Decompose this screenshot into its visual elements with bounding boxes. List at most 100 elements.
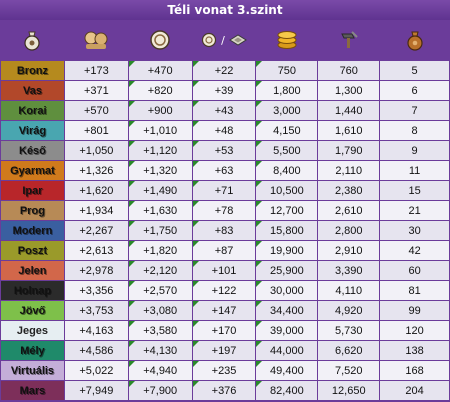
coins-icon: [277, 31, 297, 49]
value-cell: +39: [191, 80, 257, 101]
value-cell: +101: [191, 260, 257, 281]
table-row: Jövő +3,753 +3,080 +147 34,400 4,920 99: [0, 300, 450, 321]
value-cell: +235: [191, 360, 257, 381]
medal-small-icon: [202, 32, 217, 48]
age-column-header: [0, 20, 64, 60]
value-cell: 2,380: [317, 180, 381, 201]
value-cell: +197: [191, 340, 257, 361]
value-cell: +1,630: [127, 200, 193, 221]
value-cell: 8: [379, 120, 450, 141]
age-name-cell: Poszt: [0, 240, 65, 261]
hammer-icon: [341, 31, 358, 48]
value-cell: 750: [255, 60, 319, 81]
value-cell: 4,110: [317, 280, 381, 301]
value-cell: 6,620: [317, 340, 381, 361]
value-cell: 1,440: [317, 100, 381, 121]
value-cell: 25,900: [255, 260, 319, 281]
value-cell: 168: [379, 360, 450, 381]
age-name-cell: Ipar: [0, 180, 65, 201]
table-row: Virtuális +5,022 +4,940 +235 49,400 7,520 168: [0, 360, 450, 381]
value-cell: +87: [191, 240, 257, 261]
table-row: Prog +1,934 +1,630 +78 12,700 2,610 21: [0, 200, 450, 221]
table-row: Bronz +173 +470 +22 750 760 5: [0, 60, 450, 81]
age-name-cell: Virtuális: [0, 360, 65, 381]
medal-diamond-column-header: /: [192, 20, 256, 60]
value-cell: 138: [379, 340, 450, 361]
age-name-cell: Jelen: [0, 260, 65, 281]
diamond-goods-icon: [228, 34, 247, 46]
fp-column-header: [64, 20, 128, 60]
age-name-cell: Korai: [0, 100, 65, 121]
value-cell: 5: [379, 60, 450, 81]
value-cell: +2,613: [63, 240, 129, 261]
rewards-table: Bronz +173 +470 +22 750 760 5 Vas +371 +820 +39 1,8…: [0, 60, 450, 401]
panel-title: Téli vonat 3.szint: [0, 0, 450, 20]
table-row: Virág +801 +1,010 +48 4,150 1,610 8: [0, 120, 450, 141]
value-cell: 39,000: [255, 320, 319, 341]
value-cell: +1,320: [127, 160, 193, 181]
table-row: Modern +2,267 +1,750 +83 15,800 2,800 30: [0, 220, 450, 241]
value-cell: +1,010: [127, 120, 193, 141]
value-cell: 82,400: [255, 380, 319, 401]
value-cell: +470: [127, 60, 193, 81]
age-name-cell: Holnap: [0, 280, 65, 301]
value-cell: +1,050: [63, 140, 129, 161]
value-cell: +1,934: [63, 200, 129, 221]
value-cell: +1,820: [127, 240, 193, 261]
value-cell: 44,000: [255, 340, 319, 361]
value-cell: 5,730: [317, 320, 381, 341]
table-row: Jelen +2,978 +2,120 +101 25,900 3,390 60: [0, 260, 450, 281]
value-cell: 81: [379, 280, 450, 301]
value-cell: 4,920: [317, 300, 381, 321]
value-cell: +2,120: [127, 260, 193, 281]
value-cell: +4,586: [63, 340, 129, 361]
value-cell: +78: [191, 200, 257, 221]
value-cell: +83: [191, 220, 257, 241]
value-cell: 12,700: [255, 200, 319, 221]
value-cell: +820: [127, 80, 193, 101]
value-cell: 9: [379, 140, 450, 161]
value-cell: 42: [379, 240, 450, 261]
table-row: Mély +4,586 +4,130 +197 44,000 6,620 138: [0, 340, 450, 361]
table-row: Gyarmat +1,326 +1,320 +63 8,400 2,110 11: [0, 160, 450, 181]
coins-pile-column-header: [256, 20, 318, 60]
players-icon: [84, 31, 108, 49]
supplies-column-header: [318, 20, 380, 60]
value-cell: 2,800: [317, 220, 381, 241]
age-name-cell: Késő: [0, 140, 65, 161]
age-name-cell: Jeges: [0, 320, 65, 341]
value-cell: 120: [379, 320, 450, 341]
table-row: Mars +7,949 +7,900 +376 82,400 12,650 204: [0, 380, 450, 401]
value-cell: 19,900: [255, 240, 319, 261]
value-cell: +1,120: [127, 140, 193, 161]
table-row: Ipar +1,620 +1,490 +71 10,500 2,380 15: [0, 180, 450, 201]
value-cell: 99: [379, 300, 450, 321]
value-cell: +48: [191, 120, 257, 141]
value-cell: +570: [63, 100, 129, 121]
age-name-cell: Bronz: [0, 60, 65, 81]
age-name-cell: Gyarmat: [0, 160, 65, 181]
value-cell: +3,580: [127, 320, 193, 341]
value-cell: +147: [191, 300, 257, 321]
value-cell: +43: [191, 100, 257, 121]
value-cell: 21: [379, 200, 450, 221]
value-cell: 11: [379, 160, 450, 181]
value-cell: +4,130: [127, 340, 193, 361]
value-cell: +2,570: [127, 280, 193, 301]
value-cell: +3,356: [63, 280, 129, 301]
value-cell: +2,267: [63, 220, 129, 241]
value-cell: 7,520: [317, 360, 381, 381]
value-cell: +53: [191, 140, 257, 161]
value-cell: +1,750: [127, 220, 193, 241]
value-cell: +7,949: [63, 380, 129, 401]
value-cell: +22: [191, 60, 257, 81]
table-row: Késő +1,050 +1,120 +53 5,500 1,790 9: [0, 140, 450, 161]
age-name-cell: Prog: [0, 200, 65, 221]
value-cell: +801: [63, 120, 129, 141]
value-cell: +376: [191, 380, 257, 401]
value-cell: 12,650: [317, 380, 381, 401]
table-row: Jeges +4,163 +3,580 +170 39,000 5,730 120: [0, 320, 450, 341]
value-cell: 1,800: [255, 80, 319, 101]
value-cell: 1,300: [317, 80, 381, 101]
value-cell: +1,326: [63, 160, 129, 181]
